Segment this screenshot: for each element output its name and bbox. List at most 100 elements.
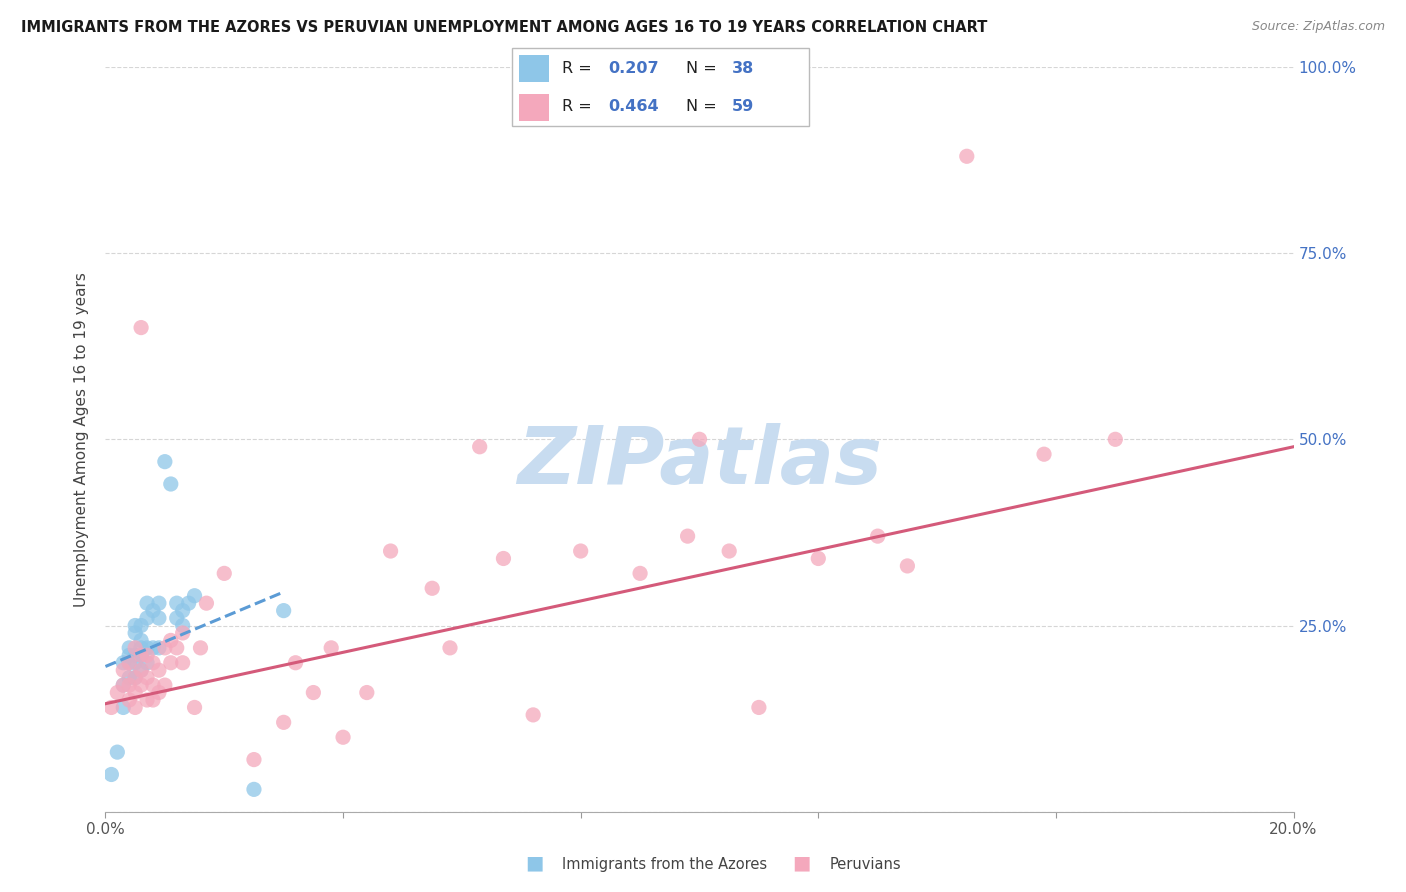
Point: [129, 648, 152, 663]
Point: [136, 671, 159, 685]
Point: [522, 707, 544, 722]
Point: [356, 685, 378, 699]
Point: [136, 640, 159, 655]
Point: [124, 700, 146, 714]
Point: [302, 685, 325, 699]
Point: [148, 663, 170, 677]
Point: [956, 149, 979, 163]
Point: [807, 551, 830, 566]
Text: IMMIGRANTS FROM THE AZORES VS PERUVIAN UNEMPLOYMENT AMONG AGES 16 TO 19 YEARS CO: IMMIGRANTS FROM THE AZORES VS PERUVIAN U…: [21, 20, 987, 35]
Point: [177, 596, 200, 610]
Point: [273, 715, 295, 730]
Point: [676, 529, 699, 543]
Point: [118, 671, 141, 685]
Point: [689, 433, 711, 447]
Text: ZIPatlas: ZIPatlas: [517, 423, 882, 500]
Point: [148, 640, 170, 655]
Point: [159, 656, 181, 670]
FancyBboxPatch shape: [519, 54, 550, 82]
Point: [332, 730, 354, 744]
Text: 0.207: 0.207: [609, 61, 659, 76]
Point: [112, 700, 135, 714]
Point: [118, 640, 141, 655]
Text: N =: N =: [686, 99, 721, 114]
Point: [569, 544, 592, 558]
Text: 0.464: 0.464: [609, 99, 659, 114]
Point: [136, 656, 159, 670]
Point: [129, 663, 152, 677]
Point: [142, 640, 165, 655]
Point: [124, 671, 146, 685]
Point: [183, 589, 205, 603]
Point: [105, 685, 128, 699]
Y-axis label: Unemployment Among Ages 16 to 19 years: Unemployment Among Ages 16 to 19 years: [75, 272, 90, 607]
Point: [118, 693, 141, 707]
Point: [166, 596, 188, 610]
Point: [148, 685, 170, 699]
Point: [1104, 433, 1126, 447]
Point: [124, 648, 146, 663]
Point: [172, 618, 194, 632]
Point: [105, 745, 128, 759]
Point: [190, 640, 212, 655]
Point: [124, 656, 146, 670]
Point: [1033, 447, 1056, 461]
Point: [153, 678, 176, 692]
Point: [118, 678, 141, 692]
Point: [112, 663, 135, 677]
Point: [124, 685, 146, 699]
Point: [321, 640, 343, 655]
Point: [124, 618, 146, 632]
Point: [100, 700, 122, 714]
Point: [273, 604, 295, 618]
Point: [166, 640, 188, 655]
Point: [118, 656, 141, 670]
Text: Source: ZipAtlas.com: Source: ZipAtlas.com: [1251, 20, 1385, 33]
Text: R =: R =: [562, 61, 596, 76]
Point: [243, 782, 266, 797]
Point: [118, 656, 141, 670]
Point: [439, 640, 461, 655]
Point: [136, 611, 159, 625]
Point: [172, 626, 194, 640]
Point: [148, 611, 170, 625]
Point: [172, 604, 194, 618]
Point: [112, 656, 135, 670]
Point: [129, 618, 152, 632]
Point: [136, 648, 159, 663]
Point: [112, 678, 135, 692]
Text: N =: N =: [686, 61, 721, 76]
Point: [243, 753, 266, 767]
Point: [284, 656, 307, 670]
Point: [380, 544, 402, 558]
Point: [129, 640, 152, 655]
Point: [129, 678, 152, 692]
Point: [153, 640, 176, 655]
Point: [129, 633, 152, 648]
Point: [124, 671, 146, 685]
Point: [748, 700, 770, 714]
Point: [129, 663, 152, 677]
FancyBboxPatch shape: [519, 94, 550, 120]
Point: [172, 656, 194, 670]
Point: [136, 693, 159, 707]
Point: [142, 678, 165, 692]
Text: 59: 59: [733, 99, 754, 114]
Point: [112, 678, 135, 692]
Point: [896, 558, 918, 573]
Text: Immigrants from the Azores: Immigrants from the Azores: [562, 857, 768, 872]
Point: [468, 440, 491, 454]
Point: [100, 767, 122, 781]
Point: [420, 582, 443, 596]
Point: [129, 648, 152, 663]
Point: [195, 596, 218, 610]
Point: [628, 566, 651, 581]
Point: [118, 648, 141, 663]
Point: [142, 604, 165, 618]
Point: [183, 700, 205, 714]
Text: 38: 38: [733, 61, 754, 76]
Point: [136, 596, 159, 610]
Point: [159, 477, 181, 491]
Point: [142, 656, 165, 670]
Point: [129, 320, 152, 334]
